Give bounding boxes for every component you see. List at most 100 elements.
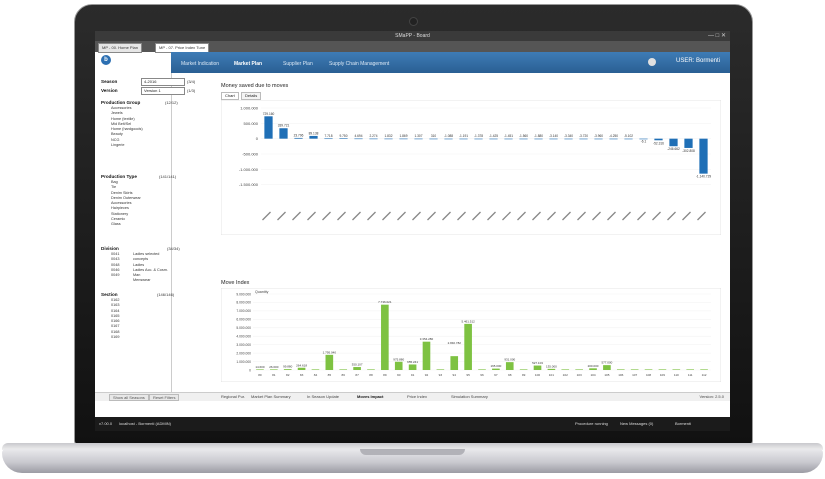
- taskbar-user[interactable]: Bormenti: [675, 421, 692, 426]
- list-item[interactable]: Menswear: [133, 278, 151, 283]
- list-item[interactable]: Accessories: [111, 106, 132, 110]
- tab-market-plan-summary[interactable]: Market Plan Summary: [251, 394, 291, 399]
- tab-home-plan[interactable]: MP - 00. Home Plan: [98, 43, 142, 53]
- division-names[interactable]: Ladies selected concepts Ladies Ladies A…: [133, 252, 171, 284]
- bar: [422, 341, 431, 370]
- chart1-tab-details[interactable]: Details: [241, 92, 262, 100]
- list-item[interactable]: Denim Skirts: [111, 190, 133, 195]
- bar: [339, 369, 348, 370]
- window-title: SMaPP - Board: [395, 33, 430, 39]
- list-item[interactable]: 0165: [111, 313, 120, 318]
- data-label: 26.000: [269, 365, 279, 369]
- list-item[interactable]: Beauty: [111, 132, 123, 137]
- bar: [270, 369, 278, 370]
- data-label: 577.000: [601, 361, 612, 365]
- bar: [684, 138, 693, 148]
- list-item[interactable]: Ladies selected concepts: [133, 252, 160, 262]
- list-item[interactable]: 0049: [111, 273, 120, 278]
- list-item[interactable]: 0163: [111, 303, 120, 308]
- x-tick-label: 85: [328, 373, 332, 377]
- bar: [589, 368, 597, 370]
- season-select[interactable]: 4-2016: [141, 78, 185, 86]
- reset-filters-button[interactable]: Reset Filters: [149, 394, 180, 401]
- x-tick-label: [322, 211, 331, 221]
- list-item[interactable]: 0164: [111, 308, 120, 313]
- data-label: -1.425: [489, 134, 498, 138]
- x-tick-label: [532, 211, 541, 221]
- list-item[interactable]: 0168: [111, 329, 120, 334]
- list-item[interactable]: Home (textile): [111, 116, 135, 121]
- section-count: (146/146): [157, 292, 175, 297]
- list-item[interactable]: Man: [133, 273, 141, 278]
- list-item[interactable]: Glass: [111, 222, 121, 227]
- y-tick-label: -1.000.000: [239, 167, 259, 172]
- x-tick-label: 83: [300, 373, 304, 377]
- tab-in-season-update[interactable]: In Season Update: [307, 394, 340, 399]
- list-item[interactable]: Ceramic: [111, 217, 126, 222]
- nav-supply-chain[interactable]: Supply Chain Management: [329, 61, 390, 67]
- x-tick-label: [517, 211, 526, 221]
- nav-market-plan[interactable]: Market Plan: [234, 61, 263, 67]
- nav-market-indication[interactable]: Market Indication: [181, 61, 220, 67]
- bar: [384, 138, 393, 140]
- show-all-seasons-button[interactable]: Show all Seasons: [109, 394, 149, 401]
- version-label: Version: [101, 88, 118, 93]
- nav-supplier-plan[interactable]: Supplier Plan: [283, 61, 313, 67]
- list-item[interactable]: 0041: [111, 252, 120, 256]
- season-count: (3/4): [187, 79, 196, 84]
- window-controls[interactable]: — □ ✕: [708, 33, 726, 39]
- tab-regional-pur[interactable]: Regional Pur.: [221, 394, 246, 399]
- list-item[interactable]: 0162: [111, 298, 120, 302]
- list-item[interactable]: Ladies Acc. & Cosm.: [133, 267, 169, 272]
- list-item[interactable]: 0046: [111, 267, 120, 272]
- bar: [381, 304, 389, 370]
- bar: [399, 138, 408, 140]
- list-item[interactable]: Bag: [111, 180, 118, 184]
- list-item[interactable]: NCG: [111, 137, 120, 142]
- data-label: 3.354.280: [420, 337, 434, 341]
- list-item[interactable]: 0048: [111, 262, 120, 267]
- data-label: 2.274: [370, 134, 378, 138]
- bar: [414, 138, 423, 140]
- section-list[interactable]: 0162 0163 0164 0165 0166 0167 0168 0169: [111, 298, 119, 340]
- list-item[interactable]: 0169: [111, 335, 120, 340]
- list-item[interactable]: Jewels: [111, 111, 123, 116]
- taskbar-messages[interactable]: New Messages (0): [620, 421, 654, 426]
- taskbar-procedure[interactable]: Procedure running: [575, 421, 608, 426]
- list-item[interactable]: 0167: [111, 324, 120, 329]
- taskbar-connection[interactable]: localhost - Bormenti (ADMIN): [119, 421, 172, 426]
- chart1-title: Money saved due to moves: [221, 83, 289, 89]
- list-item[interactable]: Mid Belt/Sel: [111, 121, 132, 126]
- list-item[interactable]: Accessories: [111, 201, 132, 206]
- app-logo: b: [101, 55, 111, 65]
- chart1-tab-chart[interactable]: Chart: [221, 92, 239, 100]
- x-tick-label: [307, 211, 316, 221]
- version-select[interactable]: Version 1: [141, 87, 185, 95]
- list-item[interactable]: Lingerie: [111, 143, 125, 148]
- data-label: 1.307: [415, 134, 423, 138]
- list-item[interactable]: Ladies: [133, 262, 145, 267]
- list-item[interactable]: Hairpieces: [111, 206, 129, 211]
- list-item[interactable]: 0043: [111, 257, 120, 262]
- data-label: 89.138: [309, 131, 319, 135]
- division-codes[interactable]: 0041 0043 0048 0046 0049: [111, 252, 119, 278]
- production-type-list[interactable]: Bag Tie Denim Skirts Denim Outerwear Acc…: [111, 180, 141, 228]
- list-item[interactable]: 0166: [111, 319, 120, 324]
- bar: [616, 369, 625, 370]
- list-item[interactable]: Stationery: [111, 211, 129, 216]
- y-tick-label: 9.000.000: [236, 292, 251, 296]
- data-label: 975.880: [393, 357, 404, 361]
- data-label: -3.340: [564, 134, 573, 138]
- tab-moves-impact[interactable]: Moves Impact: [357, 394, 384, 399]
- production-type-label: Production Type: [101, 174, 137, 179]
- tab-simulation-summary[interactable]: Simulation Summary: [451, 394, 488, 399]
- tab-price-index[interactable]: Price Index: [407, 394, 428, 399]
- x-tick-label: [457, 211, 466, 221]
- bar: [369, 138, 378, 140]
- production-group-list[interactable]: Accessories Jewels Home (textile) Mid Be…: [111, 106, 143, 148]
- list-item[interactable]: Tie: [111, 185, 117, 190]
- y-axis-label: Quantity: [255, 290, 269, 294]
- list-item[interactable]: Denim Outerwear: [111, 195, 141, 200]
- list-item[interactable]: Home (hardgoods): [111, 127, 143, 132]
- user-label[interactable]: USER: Bormenti: [675, 58, 720, 64]
